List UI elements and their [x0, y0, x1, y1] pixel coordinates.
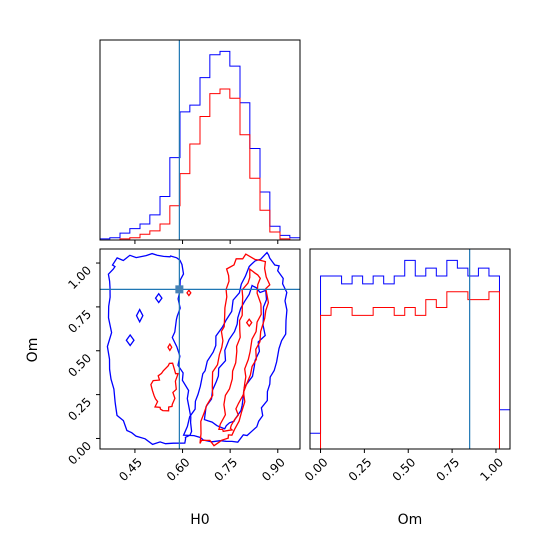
small-contour-3 [154, 292, 163, 304]
h0-histogram-frame [99, 39, 301, 241]
contour-3 [203, 284, 268, 430]
joint-h0-om-panel: 0.45 0.60 0.75 0.90 0.00 0.25 0.50 0.75 1.00 [65, 248, 301, 484]
contour-2 [182, 251, 288, 443]
om-x-tick-label-1: 0.00 [302, 455, 331, 484]
om-x-tick-label-3: 0.50 [390, 455, 419, 484]
om-x-tick-label-4: 0.75 [433, 455, 462, 484]
small-contour-6 [245, 318, 253, 328]
joint-y-tick-label-2: 0.25 [65, 395, 94, 424]
om-x-tick-label-2: 0.25 [346, 455, 375, 484]
joint-frame [99, 248, 301, 450]
small-contour-1 [125, 333, 135, 347]
om-histogram-frame [309, 248, 511, 450]
joint-y-tick-label-5: 1.00 [65, 263, 94, 292]
joint-y-tick-label-4: 0.75 [65, 307, 94, 336]
x-axis-label-om: Om [398, 512, 423, 528]
h0-histogram-series-2 [100, 88, 300, 241]
joint-x-tick-label-2: 0.60 [164, 455, 193, 484]
om-histogram-series-1 [309, 259, 511, 449]
small-contour-5 [186, 289, 192, 297]
joint-y-tick-label-3: 0.50 [65, 351, 94, 380]
joint-x-tick-label-4: 0.90 [259, 455, 288, 484]
contour-6 [150, 362, 180, 412]
joint-contours [106, 251, 288, 447]
joint-x-tick-label-3: 0.75 [211, 455, 240, 484]
joint-x-tick-label-1: 0.45 [116, 455, 145, 484]
small-contour-2 [135, 308, 144, 324]
x-axis-label-h0: H0 [190, 512, 209, 528]
small-contour-4 [167, 342, 173, 352]
contour-4 [199, 253, 271, 447]
om-histogram-series-2 [310, 291, 510, 450]
joint-y-tick-label-1: 0.00 [65, 439, 94, 468]
marginal-h0-panel [99, 39, 301, 244]
marginal-om-panel: 0.00 0.25 0.50 0.75 1.00 [302, 248, 511, 484]
y-axis-label-om: Om [25, 338, 41, 363]
om-x-tick-label-5: 1.00 [477, 455, 506, 484]
h0-histogram-series-1 [99, 50, 301, 240]
contour-5 [218, 267, 262, 433]
labels: H0 Om Om [25, 338, 422, 528]
truth-marker [175, 285, 184, 294]
